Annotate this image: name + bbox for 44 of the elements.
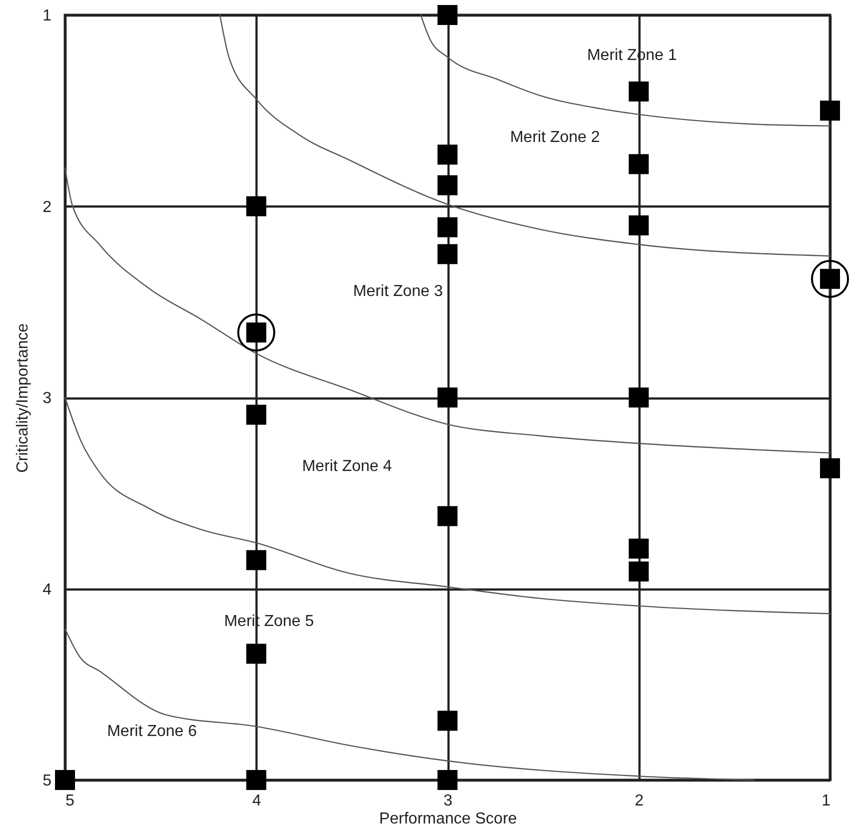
line-series <box>219 14 831 257</box>
y-tick-label: 4 <box>42 581 52 598</box>
x-tick-label: 2 <box>634 792 644 810</box>
y-tick-label: 2 <box>42 198 52 216</box>
x-axis-title: Performance Score <box>379 810 518 828</box>
line-series <box>64 167 831 454</box>
point <box>438 244 458 264</box>
point <box>628 82 649 102</box>
y-tick-label: 5 <box>42 772 52 790</box>
line-series <box>64 628 754 781</box>
x-tick-label: 1 <box>822 792 831 810</box>
line-series <box>64 396 831 614</box>
point <box>438 506 458 526</box>
point <box>246 644 266 664</box>
point <box>628 215 649 236</box>
annotation: Merit Zone 4 <box>302 458 392 475</box>
y-tick-label: 1 <box>42 8 52 24</box>
point <box>628 562 649 582</box>
point <box>438 388 458 408</box>
point <box>246 770 266 790</box>
y-tick-label: 3 <box>42 390 52 407</box>
y-axis-title: Criticality/Importance <box>14 323 32 473</box>
point <box>246 550 266 570</box>
point <box>438 770 458 790</box>
x-tick-label: 4 <box>252 792 262 810</box>
point <box>628 538 649 559</box>
point <box>246 404 266 425</box>
point <box>820 458 840 478</box>
point <box>246 196 266 216</box>
annotation: Merit Zone 3 <box>353 283 444 300</box>
point <box>820 100 840 121</box>
point <box>628 388 649 408</box>
point <box>438 217 458 238</box>
point <box>438 5 458 25</box>
annotation: Merit Zone 6 <box>107 723 198 740</box>
x-tick-label: 3 <box>444 792 453 810</box>
annotation: Merit Zone 2 <box>510 129 600 146</box>
point <box>438 175 458 196</box>
point <box>438 710 458 731</box>
x-tick-label: 5 <box>66 792 74 810</box>
point <box>438 144 458 165</box>
line-series <box>420 14 831 127</box>
point <box>628 154 649 174</box>
point <box>55 770 75 790</box>
